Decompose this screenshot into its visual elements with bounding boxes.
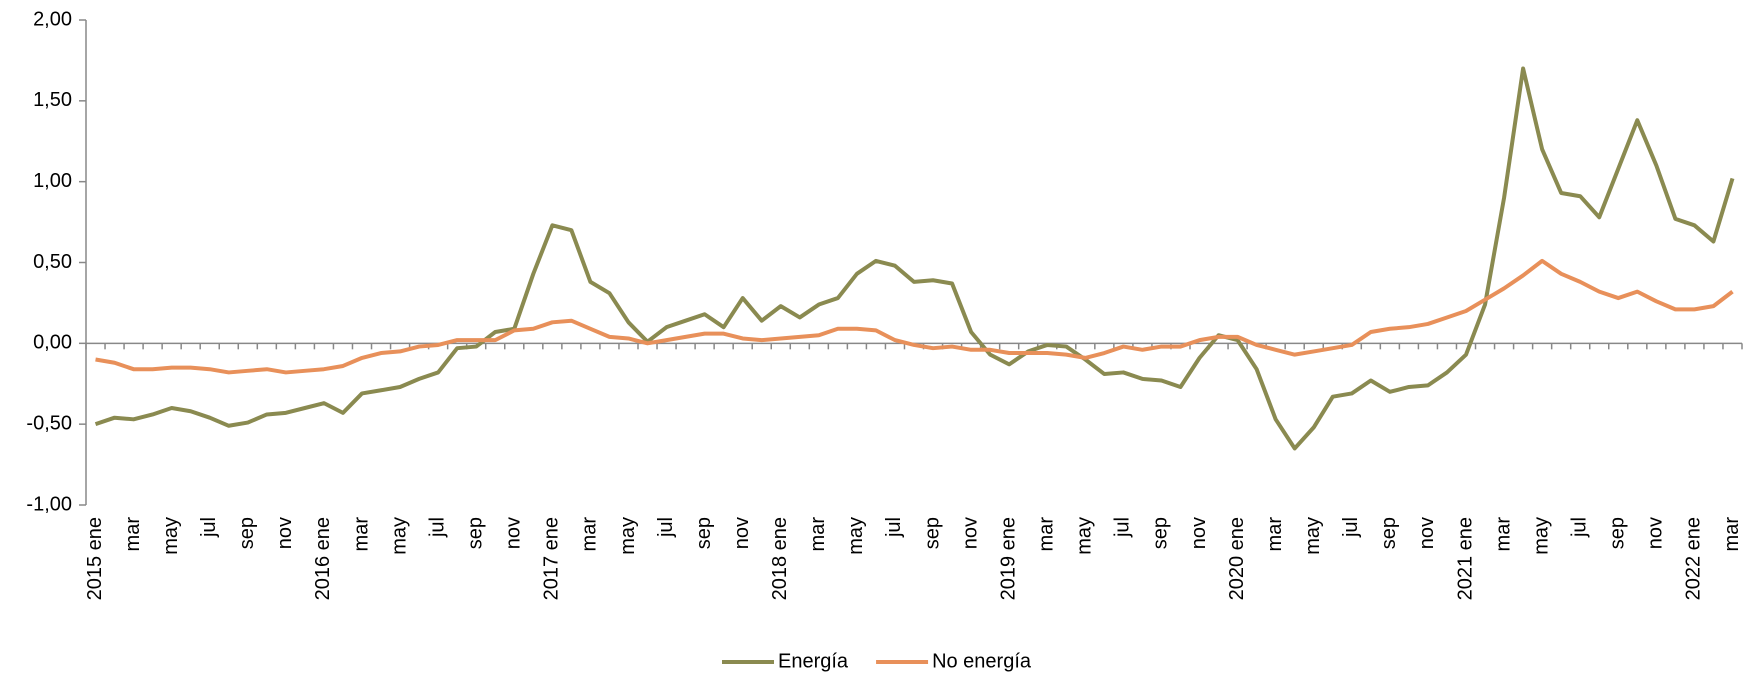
x-tick-label: 2019 ene: [997, 517, 1019, 600]
x-tick-label: sep: [693, 517, 715, 549]
x-tick-label: 2020 ene: [1226, 517, 1248, 600]
x-tick-label: sep: [236, 517, 258, 549]
x-tick-label: 2015 ene: [84, 517, 106, 600]
x-tick-label: 2021 ene: [1454, 517, 1476, 600]
x-tick-label: sep: [1378, 517, 1400, 549]
y-tick-label: 0,00: [33, 332, 72, 354]
series-line: [95, 258, 1734, 375]
x-tick-label: mar: [122, 517, 144, 552]
x-tick-label: 2017 ene: [541, 517, 563, 600]
x-tick-label: mar: [579, 517, 601, 552]
x-tick-label: mar: [1492, 517, 1514, 552]
series-line: [94, 66, 1735, 451]
x-tick-label: nov: [731, 517, 753, 549]
x-tick-label: jul: [198, 517, 220, 538]
x-tick-label: mar: [1721, 517, 1743, 552]
y-tick-label: 0,50: [33, 251, 72, 273]
x-tick-label: nov: [1188, 517, 1210, 549]
x-tick-label: may: [388, 517, 410, 555]
x-tick-label: may: [1530, 517, 1552, 555]
y-tick-label: 1,50: [33, 89, 72, 111]
y-tick-label: 2,00: [33, 8, 72, 30]
x-tick-label: jul: [1568, 517, 1590, 538]
x-tick-label: nov: [274, 517, 296, 549]
x-tick-label: mar: [807, 517, 829, 552]
x-tick-label: nov: [503, 517, 525, 549]
legend-label: No energía: [932, 650, 1032, 672]
x-tick-label: nov: [1416, 517, 1438, 549]
x-tick-label: sep: [1150, 517, 1172, 549]
x-tick-label: may: [1302, 517, 1324, 555]
x-tick-label: nov: [1645, 517, 1667, 549]
x-tick-label: 2018 ene: [769, 517, 791, 600]
x-tick-label: nov: [959, 517, 981, 549]
y-tick-label: -0,50: [26, 412, 72, 434]
x-tick-label: jul: [883, 517, 905, 538]
x-tick-label: sep: [921, 517, 943, 549]
x-tick-label: may: [1074, 517, 1096, 555]
x-tick-label: may: [617, 517, 639, 555]
x-tick-label: may: [845, 517, 867, 555]
x-tick-label: jul: [1340, 517, 1362, 538]
x-tick-label: may: [160, 517, 182, 555]
x-tick-label: mar: [1036, 517, 1058, 552]
y-tick-label: -1,00: [26, 493, 72, 515]
legend-label: Energía: [778, 650, 849, 672]
x-tick-label: mar: [350, 517, 372, 552]
x-tick-label: mar: [1264, 517, 1286, 552]
y-tick-label: 1,00: [33, 170, 72, 192]
x-tick-label: sep: [464, 517, 486, 549]
x-tick-label: jul: [426, 517, 448, 538]
x-tick-label: 2016 ene: [312, 517, 334, 600]
x-tick-label: 2022 ene: [1683, 517, 1705, 600]
x-tick-label: sep: [1607, 517, 1629, 549]
x-tick-label: jul: [655, 517, 677, 538]
x-tick-label: jul: [1112, 517, 1134, 538]
